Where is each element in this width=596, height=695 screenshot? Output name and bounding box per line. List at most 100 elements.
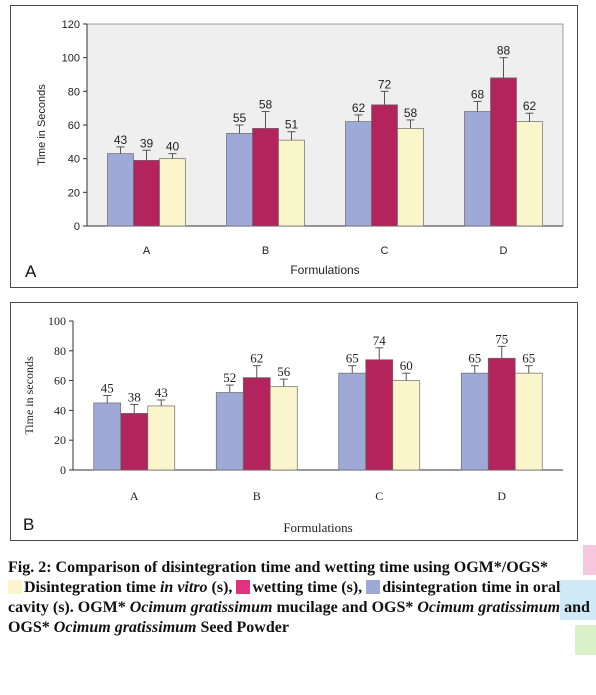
data-label: 88 [497, 44, 511, 58]
bar [460, 372, 489, 471]
legend-oral-text-a: disintegration [382, 579, 478, 596]
caption-mid-2: and OGS* [8, 599, 590, 636]
data-label: 62 [352, 101, 366, 115]
bar [147, 405, 176, 471]
figure-caption: Fig. 2: Comparison of disintegration tim… [8, 558, 590, 638]
y-tick-label: 60 [54, 374, 66, 388]
bar [278, 139, 305, 227]
bar [107, 153, 134, 227]
legend-vitro-text-b: in vitro [159, 579, 208, 596]
x-tick-label: A [143, 245, 151, 257]
bar [93, 402, 122, 471]
data-label: 39 [140, 136, 154, 150]
y-axis-title: Time in Seconds [36, 84, 48, 166]
bar [397, 128, 424, 227]
data-label: 65 [468, 351, 481, 366]
x-axis-title: Formulations [290, 263, 359, 277]
data-label: 62 [523, 99, 537, 113]
data-label: 45 [101, 381, 114, 396]
chart-a-svg: 0 20 40 60 80 100 120 A 43 39 40 B 55 58 51 C 62 72 58 D 68 8… [25, 19, 564, 281]
x-tick-label: A [130, 489, 139, 503]
bar [345, 121, 372, 227]
chart-b-svg: 0 20 40 60 80 100 A 45 38 43 B 52 62 56 C 65 74 60 D 65 75 65… [22, 314, 563, 535]
caption-legend: Disintegration time in vitro (s), wettin… [8, 578, 590, 638]
y-tick-label: 40 [68, 154, 80, 166]
data-label: 62 [250, 351, 263, 366]
bar [215, 392, 244, 471]
data-label: 58 [404, 106, 418, 120]
panel-label: A [25, 262, 37, 281]
caption-mid-1: mucilage and OGS* [272, 599, 418, 616]
bar [392, 380, 421, 471]
data-label: 60 [400, 358, 413, 373]
data-label: 74 [373, 333, 387, 348]
y-tick-label: 80 [68, 86, 80, 98]
y-tick-label: 40 [54, 403, 66, 417]
y-tick-label: 20 [54, 433, 66, 447]
legend-vitro-text-c: (s), [207, 579, 233, 596]
data-label: 58 [259, 98, 273, 112]
x-tick-label: C [381, 245, 389, 257]
caption-title: Fig. 2: Comparison of disintegration tim… [8, 559, 548, 576]
data-label: 43 [155, 385, 168, 400]
data-label: 52 [223, 370, 236, 385]
species-name-2: Ocimum gratissimum [417, 599, 561, 616]
legend-vitro-text-a: Disintegration time [24, 579, 160, 596]
chart-panel-b: 0 20 40 60 80 100 A 45 38 43 B 52 62 56 C 65 74 60 D 65 75 65… [10, 302, 578, 541]
bar [365, 359, 394, 471]
bar [159, 158, 186, 227]
x-tick-label: B [253, 489, 261, 503]
y-axis-title: Time in seconds [22, 356, 36, 435]
decor-pink [583, 545, 596, 575]
bar [226, 133, 253, 227]
y-tick-label: 100 [62, 53, 80, 65]
y-tick-label: 20 [68, 187, 80, 199]
data-label: 43 [114, 133, 128, 147]
panel-label: B [23, 515, 34, 534]
decor-blue [560, 580, 596, 620]
caption-tail: Seed Powder [196, 619, 289, 636]
data-label: 72 [378, 77, 392, 91]
data-label: 56 [277, 364, 291, 379]
legend-swatch-oral [366, 580, 381, 594]
bar [338, 372, 367, 471]
bar [371, 104, 398, 227]
y-tick-label: 100 [48, 314, 66, 328]
legend-swatch-wetting [236, 580, 251, 594]
data-label: 51 [285, 118, 299, 132]
data-label: 68 [471, 87, 485, 101]
x-tick-label: D [500, 245, 508, 257]
y-tick-label: 80 [54, 344, 66, 358]
legend-wetting-text: wetting time (s), [252, 579, 363, 596]
data-label: 40 [166, 140, 180, 154]
bar [269, 386, 298, 471]
y-tick-label: 0 [60, 463, 66, 477]
legend-oral-text-b: time in oral cavity (s). OGM* [8, 579, 561, 616]
bar [487, 357, 516, 471]
y-tick-label: 0 [74, 221, 80, 233]
y-tick-label: 60 [68, 120, 80, 132]
bar [516, 121, 543, 227]
chart-panel-a: 0 20 40 60 80 100 120 A 43 39 40 B 55 58 51 C 62 72 58 D 68 8… [10, 5, 578, 288]
x-tick-label: C [375, 489, 383, 503]
y-tick-label: 120 [62, 19, 80, 31]
data-label: 75 [495, 331, 508, 346]
data-label: 65 [522, 351, 535, 366]
bar [464, 111, 491, 227]
bar [133, 160, 160, 227]
data-label: 65 [346, 351, 359, 366]
x-tick-label: D [497, 489, 506, 503]
bar [242, 377, 271, 471]
bar [514, 372, 543, 471]
bar [120, 413, 149, 471]
species-name-3: Ocimum gratissimum [53, 619, 197, 636]
bar [490, 77, 517, 227]
species-name-1: Ocimum gratissimum [129, 599, 273, 616]
x-tick-label: B [262, 245, 269, 257]
bar [252, 128, 279, 227]
x-axis-title: Formulations [283, 520, 352, 535]
data-label: 38 [128, 389, 141, 404]
decor-green [575, 625, 596, 655]
data-label: 55 [233, 111, 247, 125]
legend-swatch-vitro [8, 580, 22, 594]
